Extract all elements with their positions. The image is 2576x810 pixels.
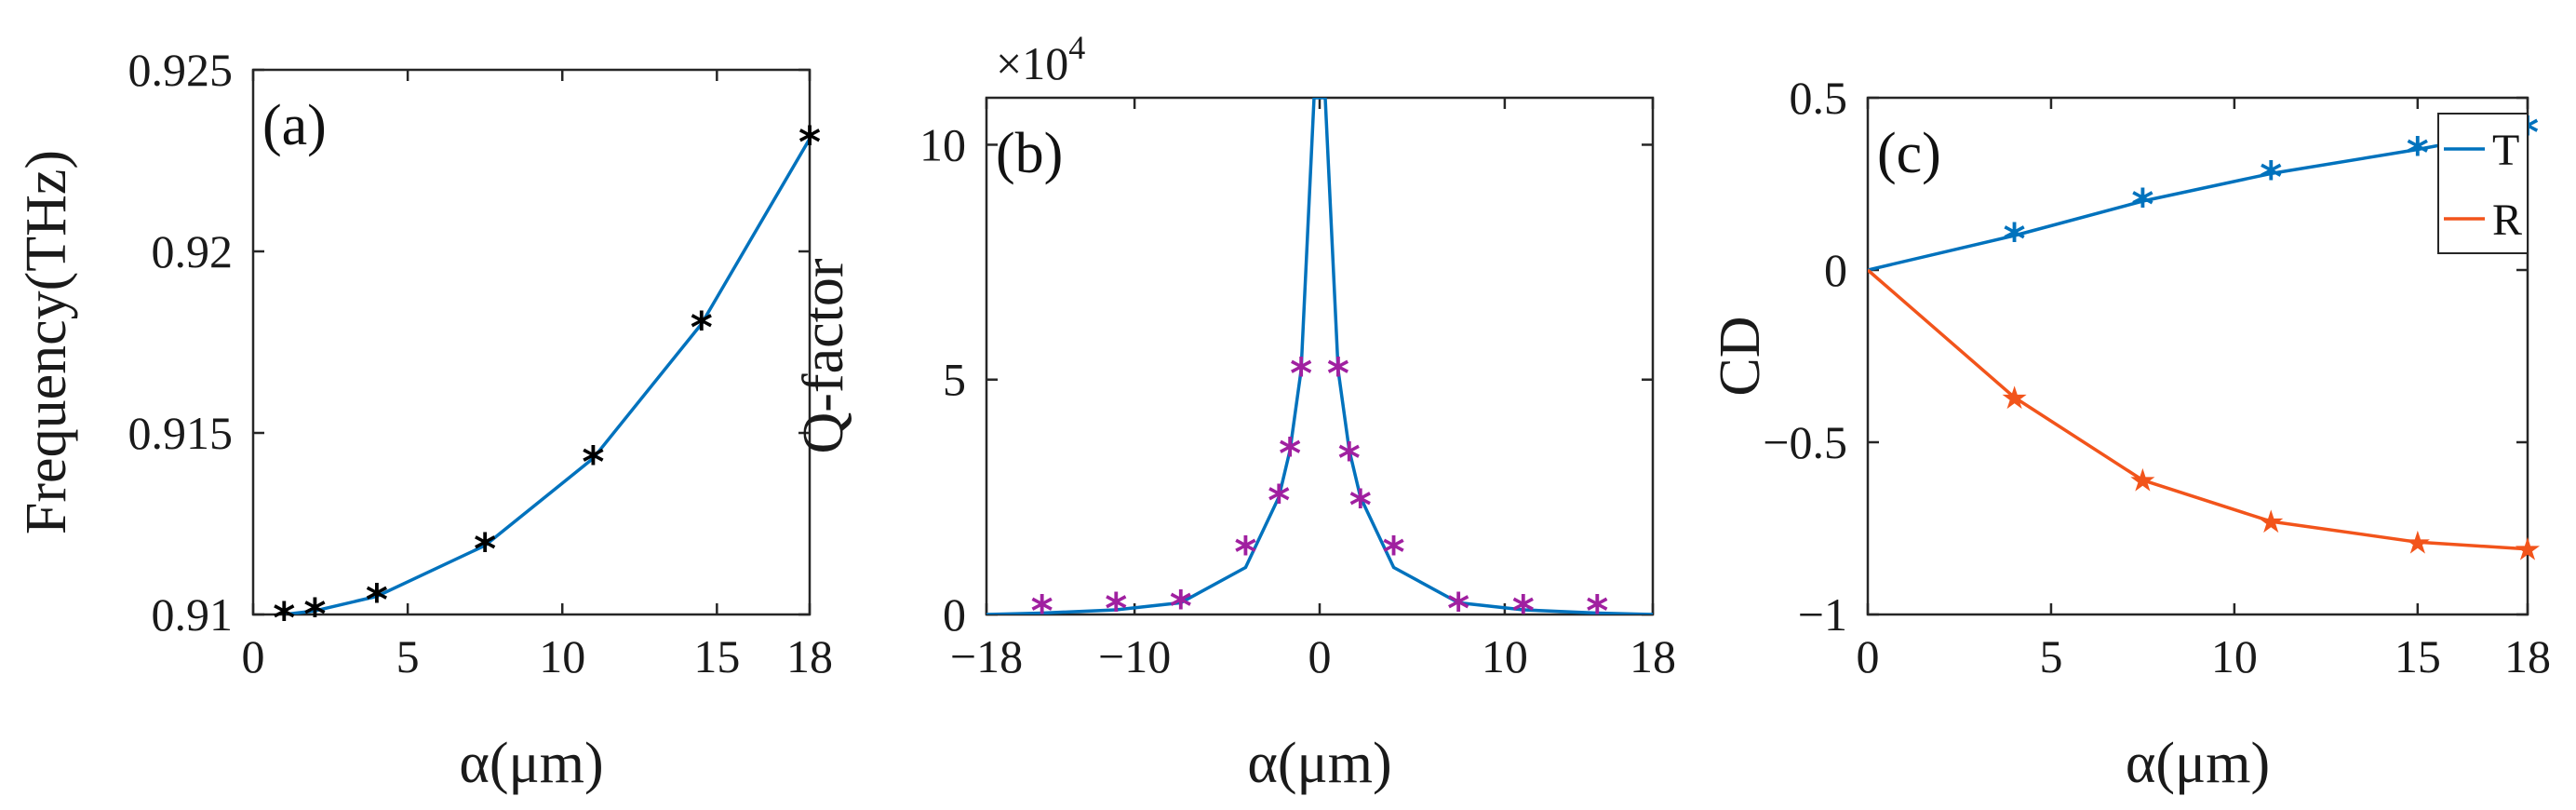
data-point-simulated: * [1031,586,1053,636]
panel-label: (b) [996,122,1063,185]
data-point-simulated: * [1383,527,1405,577]
data-point-simulated: * [1512,586,1535,636]
data-point-frequency: * [303,589,326,640]
x-tick-label: 10 [539,630,585,682]
x-axis-label: α(μm) [2126,732,2270,795]
x-tick-label: −18 [950,630,1023,682]
plot-area [986,98,1653,614]
legend-label-T: T [2492,126,2519,175]
x-tick-label: 18 [786,630,833,682]
y-tick-label: 0.91 [152,588,234,641]
y-tick-label: 5 [943,354,966,406]
x-tick-label: 18 [2504,630,2551,682]
data-point-simulated: * [1170,581,1192,631]
axes-box [251,68,812,616]
data-point-simulated: * [1447,584,1469,634]
data-point-R: ★ [2257,504,2285,541]
plot-area [283,138,810,614]
x-tick-label: 0 [242,630,265,682]
y-multiplier-exponent: 4 [1068,29,1085,66]
panel-label: (c) [1877,122,1941,185]
series-line-R [1868,268,2528,551]
series-line-T [1868,127,2528,272]
y-tick-label: −1 [1798,588,1847,641]
y-axis-label: Q-factor [792,258,855,453]
x-axis-label: α(μm) [459,732,603,795]
x-tick-label: 15 [2395,630,2441,682]
x-tick-label: 10 [2211,630,2258,682]
x-tick-label: 18 [1630,630,1676,682]
y-tick-label: 0.925 [128,44,234,96]
y-axis-label: Frequency(THz) [15,150,78,534]
axes-box [985,96,1655,616]
legend-label-R: R [2492,196,2522,245]
data-point-simulated: * [1279,428,1301,479]
data-point-T: * [2407,128,2429,179]
data-point-T: * [2260,152,2282,202]
data-point-R: ★ [2000,380,2028,417]
data-point-frequency: * [474,524,496,574]
legend-box [2437,113,2529,254]
data-point-simulated: * [1349,480,1372,531]
chart-panel-1: 0 5 10 15 18 0.91 0.915 0.92 0.925 α(μm) Frequency… [15,44,833,795]
data-point-frequency: * [798,117,821,168]
data-point-simulated: * [1338,433,1361,483]
data-point-R: ★ [2514,532,2542,569]
y-tick-label: 0 [943,588,966,641]
y-tick-label: 10 [919,118,966,170]
y-tick-label: 0.915 [128,407,234,459]
x-axis-label: α(μm) [1247,732,1391,795]
panel-label: (a) [262,94,327,157]
data-point-T: * [2131,180,2153,230]
y-tick-label: −0.5 [1763,416,1847,468]
y-multiplier-base: ×10 [996,37,1068,89]
data-point-R: ★ [2404,524,2432,561]
y-tick-label: 0 [1824,244,1847,296]
series-line-frequency [283,138,810,614]
x-tick-label: −10 [1098,630,1171,682]
series-line-Q-factor [986,98,1653,614]
data-point-simulated: * [1105,584,1127,634]
x-tick-label: 5 [396,630,420,682]
data-point-simulated: * [1586,586,1608,636]
x-tick-label: 15 [693,630,740,682]
data-point-frequency: * [582,437,604,487]
y-tick-label: 0.5 [1790,72,1848,124]
data-point-simulated: * [1327,349,1349,399]
data-point-T: * [2004,214,2026,264]
x-tick-label: 5 [2039,630,2062,682]
data-point-frequency: * [273,593,295,643]
data-point-simulated: * [1290,349,1312,399]
y-axis-label: CD [1709,316,1772,396]
x-tick-label: 0 [1857,630,1880,682]
y-multiplier-label: ×104 [996,29,1085,89]
axes-box [1866,96,2529,616]
x-tick-label: 0 [1308,630,1332,682]
y-tick-label: 0.92 [152,225,234,277]
data-point-frequency: * [366,575,388,626]
data-point-simulated: * [1268,476,1290,526]
x-tick-label: 10 [1482,630,1528,682]
data-point-frequency: * [691,303,713,353]
data-point-R: ★ [2128,463,2156,500]
data-point-simulated: * [1234,527,1256,577]
plot-area [1868,127,2528,551]
